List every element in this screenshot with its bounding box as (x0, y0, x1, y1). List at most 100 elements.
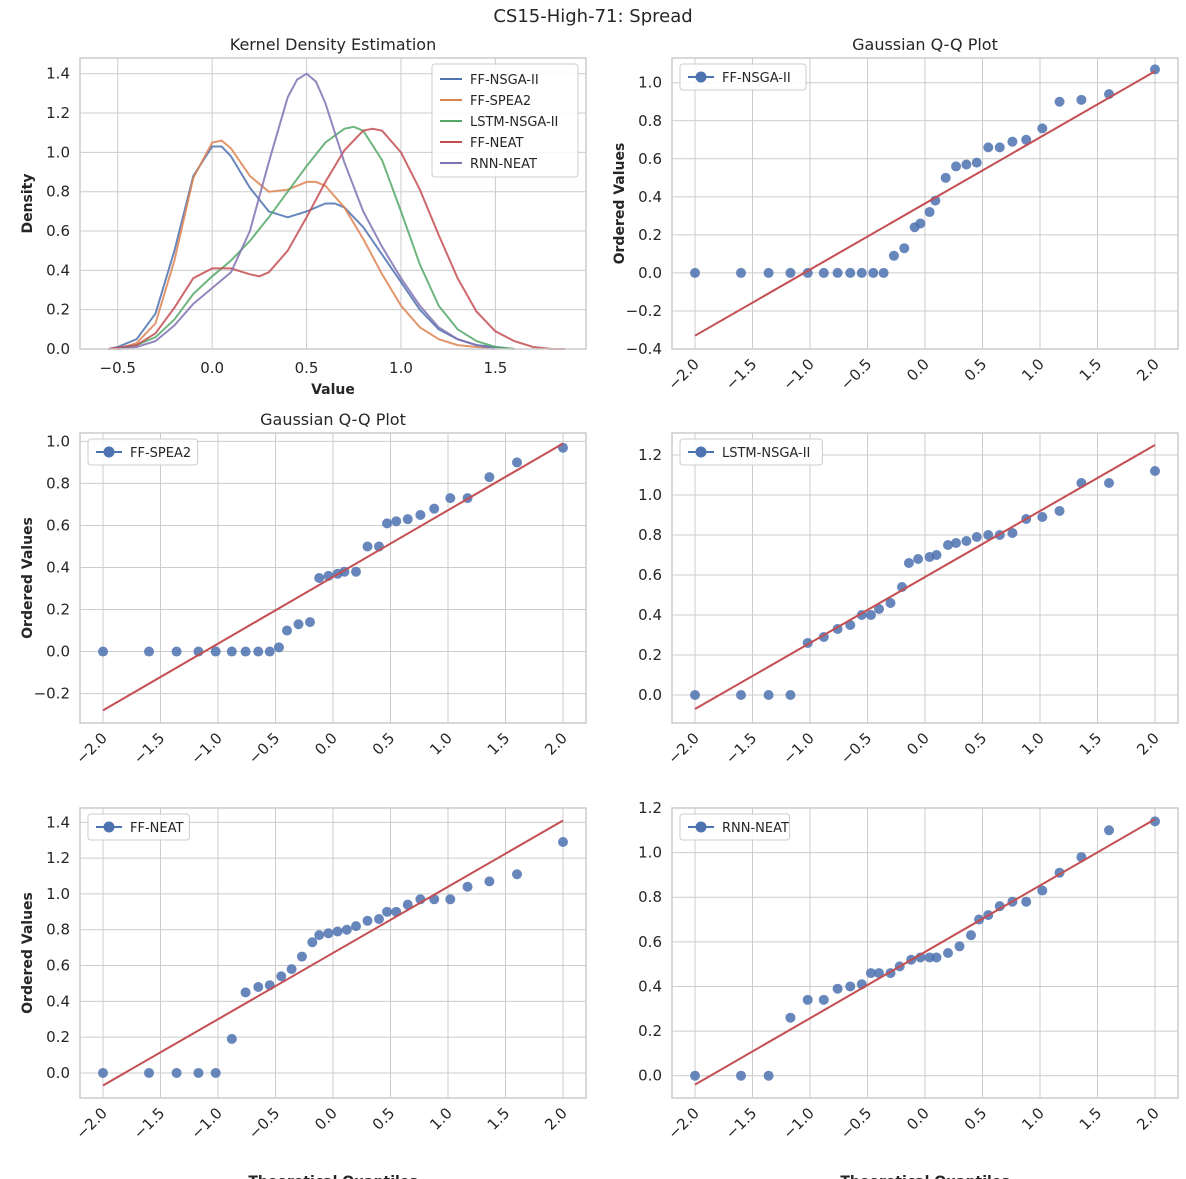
fit-line (102, 819, 564, 1087)
data-point (961, 536, 972, 546)
chart-panel-6: 0.0 0.2 0.4 0.6 0.8 1.0 1.2 −2.0 −1.5 −1.0 −0.5 0.0… (638, 799, 1179, 1179)
data-point (954, 941, 965, 952)
data-point (484, 472, 495, 483)
data-point (1021, 134, 1032, 145)
y-tick-label: 0.0 (46, 1064, 70, 1082)
x-tick-label: 0.0 (311, 1104, 341, 1134)
x-tick-label: 0.5 (961, 1104, 991, 1134)
data-point (818, 267, 829, 278)
data-point (323, 928, 334, 939)
data-point (351, 566, 361, 577)
data-point (253, 646, 264, 657)
x-tick-label: −0.5 (100, 359, 136, 377)
axes-frame (671, 432, 1179, 724)
y-tick-label: 1.2 (638, 799, 662, 817)
data-point (429, 503, 440, 514)
chart-panel-5: 0.0 0.2 0.4 0.6 0.8 1.0 1.2 1.4 −2.0 −1.5 −1.0 −0.5… (20, 807, 587, 1179)
y-tick-label: 1.0 (46, 432, 70, 450)
data-point (296, 951, 307, 962)
x-tick-label: 2.0 (1133, 729, 1163, 759)
y-tick-label: 0.6 (46, 516, 70, 534)
data-point (763, 690, 774, 700)
data-point (845, 981, 856, 992)
y-tick-label: 1.2 (46, 849, 70, 867)
y-tick-label: 0.6 (638, 566, 662, 584)
y-tick-label: 0.2 (46, 601, 70, 619)
data-point (351, 921, 361, 932)
data-point (1007, 136, 1018, 147)
y-tick-label: 1.2 (638, 446, 662, 464)
x-tick-label: 0.5 (295, 359, 319, 377)
y-tick-label: 0.0 (638, 264, 662, 282)
y-tick-label: 1.4 (46, 65, 70, 83)
x-tick-label: 0.5 (369, 1104, 399, 1134)
x-tick-label: −1.0 (779, 355, 817, 393)
data-point (763, 1070, 774, 1081)
data-point (144, 1067, 154, 1078)
data-point (512, 869, 522, 880)
data-point (845, 267, 856, 278)
data-point (690, 690, 700, 700)
y-axis-label: Ordered Values (20, 892, 36, 1014)
x-tick-label: −2.0 (664, 1104, 702, 1142)
chart-title: Gaussian Q-Q Plot (852, 35, 998, 54)
data-point (818, 994, 829, 1005)
data-point (971, 157, 982, 168)
data-point (445, 894, 456, 905)
data-point (362, 541, 373, 552)
data-point (171, 646, 182, 657)
y-tick-label: 0.2 (638, 1022, 662, 1040)
data-point (307, 937, 318, 948)
data-point (931, 952, 942, 963)
data-point (1037, 885, 1048, 896)
data-point (1104, 478, 1114, 488)
chart-panel-2: −0.4 −0.2 0.0 0.2 0.4 0.6 0.8 1.0 −2.0 −1.5 −1.0 −0… (612, 35, 1179, 394)
legend-label: FF-NEAT (470, 136, 523, 151)
data-point (362, 915, 373, 926)
data-point (210, 1067, 221, 1078)
y-tick-label: 0.4 (638, 606, 662, 624)
fit-line (694, 70, 1156, 337)
axes-frame (79, 807, 587, 1099)
legend-swatch-marker (103, 821, 115, 833)
x-tick-label: 2.0 (541, 1104, 571, 1134)
data-point (856, 267, 867, 278)
legend-box (431, 63, 579, 178)
data-point (210, 646, 221, 657)
y-tick-label: −0.2 (626, 302, 662, 320)
data-point (391, 516, 402, 527)
data-point (951, 161, 962, 172)
data-point (1076, 94, 1087, 105)
data-point (240, 646, 251, 657)
data-point (899, 243, 910, 254)
x-tick-label: −2.0 (72, 729, 110, 767)
x-tick-label: −0.5 (245, 729, 283, 767)
x-tick-label: 1.5 (1076, 355, 1106, 385)
x-tick-label: −1.0 (187, 1104, 225, 1142)
series-line-FF-SPEA2 (108, 139, 496, 350)
chart-title: Kernel Density Estimation (230, 35, 436, 54)
data-point (226, 1033, 237, 1044)
y-tick-label: 0.4 (46, 261, 70, 279)
axes-frame (671, 57, 1179, 350)
data-point (264, 646, 275, 657)
x-tick-label: −1.0 (779, 729, 817, 767)
y-tick-label: 1.0 (638, 486, 662, 504)
x-tick-label: 1.0 (1018, 729, 1048, 759)
data-point (332, 926, 343, 937)
legend-label: LSTM-NSGA-II (722, 446, 810, 461)
y-tick-label: 0.6 (46, 957, 70, 975)
data-point (903, 558, 914, 568)
fit-line (694, 444, 1156, 710)
data-point (785, 1012, 796, 1023)
y-axis-label: Ordered Values (20, 517, 36, 639)
x-tick-label: −2.0 (664, 729, 702, 767)
x-tick-label: 0.0 (903, 1104, 933, 1134)
data-point (961, 159, 972, 170)
data-point (226, 646, 237, 657)
chart-panel-1: 0.0 0.2 0.4 0.6 0.8 1.0 1.2 1.4 −0.5 0.0 0.5 1.0 1.5… (20, 35, 587, 398)
data-point (994, 901, 1005, 912)
data-point (402, 899, 413, 910)
data-point (293, 619, 304, 630)
data-point (951, 538, 962, 548)
